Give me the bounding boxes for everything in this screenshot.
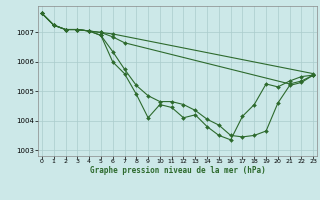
X-axis label: Graphe pression niveau de la mer (hPa): Graphe pression niveau de la mer (hPa) bbox=[90, 166, 266, 175]
